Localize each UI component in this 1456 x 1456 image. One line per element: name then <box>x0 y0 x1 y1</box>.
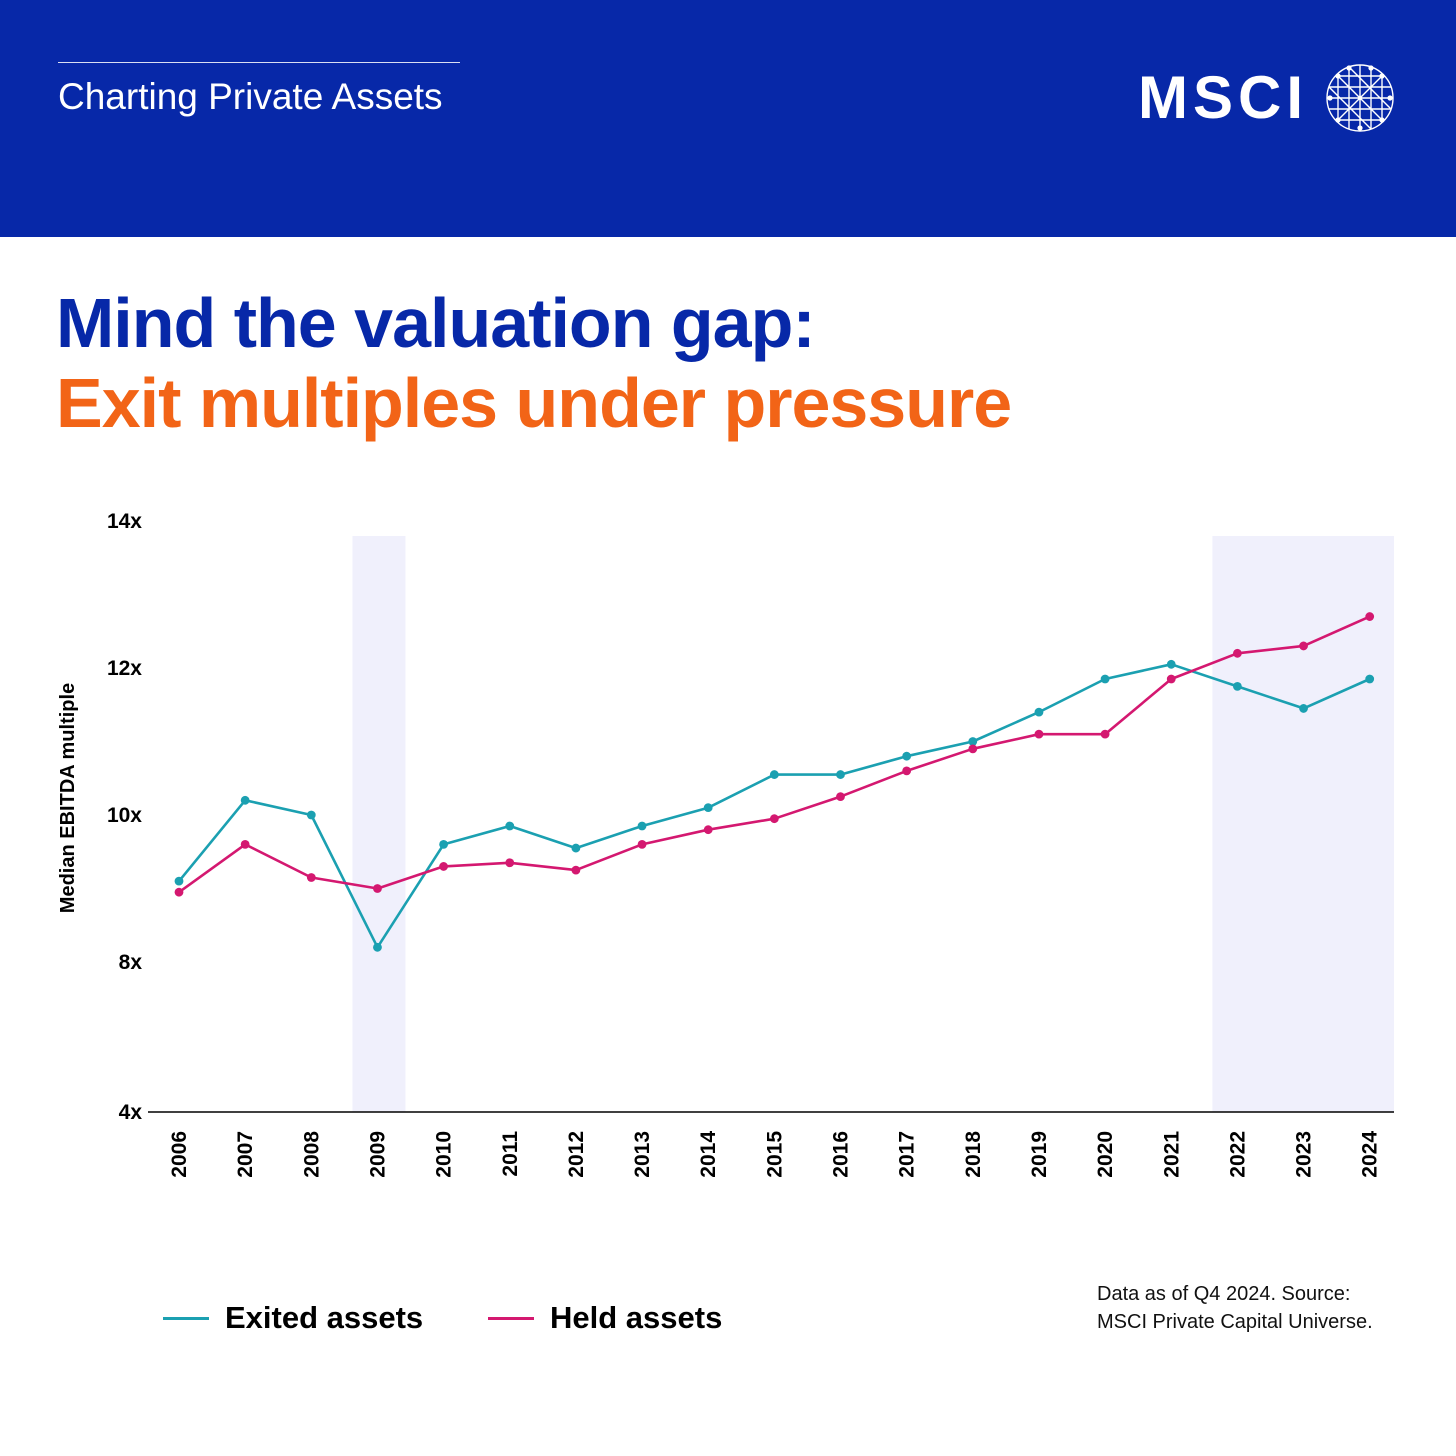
y-axis-label: Median EBITDA multiple <box>57 683 79 913</box>
data-point-exited <box>968 737 978 746</box>
data-point-held <box>1365 612 1375 621</box>
x-tick-label: 2020 <box>1094 1131 1117 1178</box>
data-point-exited <box>373 942 382 952</box>
x-tick-label: 2023 <box>1293 1131 1316 1178</box>
legend-exited: Exited assets <box>163 1296 423 1340</box>
x-tick-label: 2018 <box>962 1131 985 1178</box>
x-tick-label: 2014 <box>697 1131 720 1178</box>
x-tick-label: 2013 <box>631 1131 654 1178</box>
data-point-exited <box>1233 681 1242 691</box>
legend-held: Held assets <box>488 1296 722 1340</box>
data-point-held <box>1100 729 1110 739</box>
data-point-exited <box>1299 704 1308 713</box>
x-tick-label: 2015 <box>763 1131 786 1178</box>
data-point-exited <box>1100 674 1110 684</box>
x-tick-label: 2009 <box>366 1131 389 1178</box>
data-point-held <box>439 862 448 871</box>
y-tick-label: 8x <box>119 951 143 974</box>
data-point-held <box>1166 674 1176 684</box>
source-line-1: Data as of Q4 2024. Source: <box>1097 1283 1351 1305</box>
data-point-held <box>968 744 978 754</box>
data-point-held <box>902 766 912 776</box>
y-tick-label: 4x <box>119 1101 143 1124</box>
x-tick-label: 2022 <box>1226 1131 1249 1178</box>
data-point-held <box>637 840 647 849</box>
data-point-held <box>1233 648 1242 658</box>
x-tick-label: 2011 <box>499 1131 522 1177</box>
data-point-held <box>174 887 184 897</box>
headline-line-2: Exit multiples under pressure <box>56 364 1012 442</box>
data-point-held <box>505 858 515 868</box>
data-point-exited <box>174 876 184 886</box>
x-tick-label: 2007 <box>234 1131 257 1178</box>
x-tick-label: 2024 <box>1359 1131 1382 1178</box>
y-tick-label: 10x <box>107 804 142 827</box>
data-point-held <box>306 873 316 882</box>
source-note: Data as of Q4 2024. Source: MSCI Private… <box>1097 1280 1427 1336</box>
globe-icon <box>1326 64 1394 132</box>
header-banner: Charting Private Assets MSCI <box>0 0 1456 237</box>
data-point-exited <box>902 751 912 761</box>
data-point-exited <box>637 821 647 831</box>
legend-held-swatch <box>488 1316 534 1320</box>
data-point-exited <box>703 803 713 813</box>
data-point-held <box>703 825 713 835</box>
data-point-exited <box>836 770 845 779</box>
x-tick-label: 2016 <box>830 1131 853 1178</box>
data-point-held <box>769 814 779 824</box>
data-point-exited <box>1166 659 1176 669</box>
header-rule <box>58 62 460 63</box>
msci-logo-text: MSCI <box>1138 64 1308 131</box>
series-title: Charting Private Assets <box>58 76 443 117</box>
data-point-exited <box>439 840 448 849</box>
data-point-held <box>571 865 581 875</box>
x-tick-label: 2019 <box>1028 1131 1051 1178</box>
x-tick-label: 2006 <box>168 1131 191 1178</box>
headline-line-1: Mind the valuation gap: <box>56 284 816 362</box>
data-point-exited <box>1365 674 1375 684</box>
line-chart: 4x 8x 10x 12x 14x Median EBITDA multiple 2006 2… <box>57 510 1394 1178</box>
y-tick-label: 12x <box>107 657 142 680</box>
data-point-exited <box>1034 707 1044 717</box>
legend-exited-label: Exited assets <box>225 1300 424 1335</box>
data-point-exited <box>240 795 250 805</box>
legend-exited-swatch <box>163 1316 209 1320</box>
x-tick-label: 2008 <box>300 1131 323 1178</box>
data-point-held <box>1034 729 1044 739</box>
shaded-period-1 <box>352 536 406 1112</box>
data-point-exited <box>306 810 316 820</box>
data-point-held <box>1299 641 1308 651</box>
x-tick-label: 2010 <box>433 1131 456 1178</box>
data-point-exited <box>769 770 779 779</box>
data-point-held <box>836 792 845 802</box>
shaded-period-2 <box>1212 536 1394 1112</box>
source-line-2: MSCI Private Capital Universe. <box>1097 1311 1373 1333</box>
x-tick-label: 2017 <box>896 1131 919 1178</box>
legend-held-label: Held assets <box>550 1300 723 1335</box>
data-point-exited <box>571 843 581 853</box>
x-tick-label: 2021 <box>1160 1131 1183 1178</box>
data-point-held <box>240 840 250 849</box>
data-point-exited <box>505 821 515 831</box>
y-tick-label: 14x <box>107 510 142 533</box>
data-point-held <box>373 884 382 893</box>
x-tick-label: 2012 <box>565 1131 588 1178</box>
